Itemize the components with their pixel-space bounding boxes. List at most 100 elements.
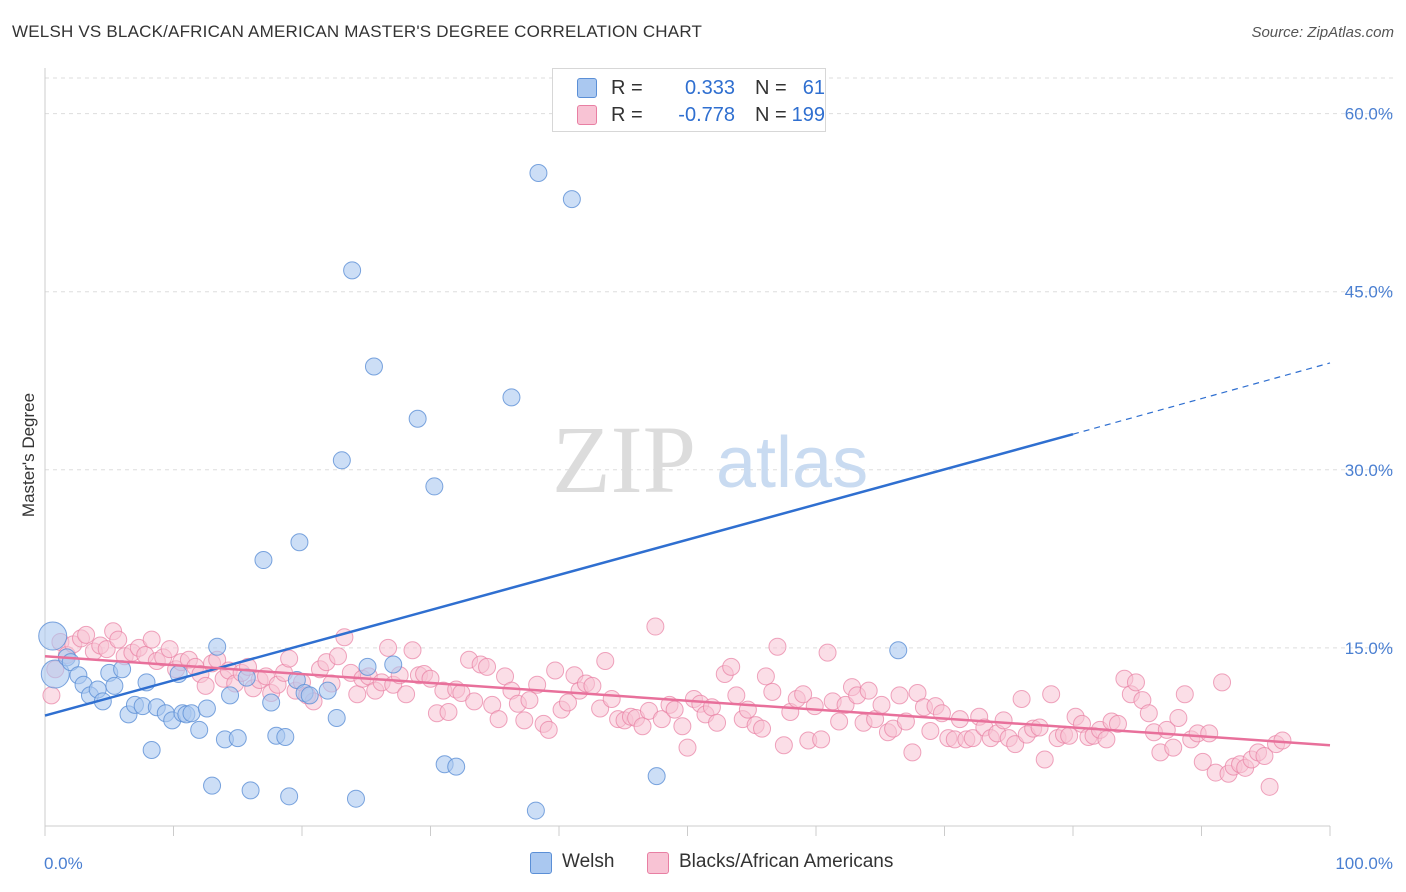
data-point-black [903,743,922,762]
data-point-black [652,710,671,729]
data-point-welsh [364,357,383,376]
chart-title: WELSH VS BLACK/AFRICAN AMERICAN MASTER'S… [12,22,703,41]
legend-swatch-black [577,105,597,125]
data-point-black [639,701,658,720]
data-point-welsh [529,163,548,182]
data-point-welsh [562,190,581,209]
data-point-black [379,638,398,657]
data-point-welsh [526,801,545,820]
data-point-welsh [346,789,365,808]
y-tick-label: 15.0% [1345,639,1393,658]
y-tick-label: 60.0% [1345,105,1393,124]
data-point-black [1260,777,1279,796]
data-point-black [142,630,161,649]
data-point-welsh [190,720,209,739]
data-point-black [1255,746,1274,765]
data-point-black [348,685,367,704]
data-point-black [42,686,61,705]
data-point-black [1200,724,1219,743]
data-point-black [489,710,508,729]
legend-n-label: N = [755,104,787,126]
data-point-black [1164,738,1183,757]
data-point-black [768,637,787,656]
data-point-black [1035,750,1054,769]
data-point-black [97,640,116,659]
data-point-black [673,717,692,736]
data-point-black [439,703,458,722]
trend-lines [44,362,1331,747]
legend-r-value: 0.333 [684,77,735,99]
data-point-black [872,695,891,714]
data-point-black [546,661,565,680]
data-point-black [763,682,782,701]
legend-n-value: 61 [802,77,825,99]
legend-n-value: 199 [791,104,825,126]
data-point-welsh [447,757,466,776]
data-point-welsh [384,655,403,674]
data-point-black [280,649,299,668]
data-point-black [196,676,215,695]
data-point-black [818,643,837,662]
data-point-welsh [332,451,351,470]
data-point-black [160,640,179,659]
data-point-black [1012,689,1031,708]
data-point-black [994,711,1013,730]
data-point-black [633,717,652,736]
data-point-welsh [40,659,70,689]
data-point-welsh [228,729,247,748]
data-point-welsh [262,693,281,712]
data-point-black [1042,685,1061,704]
data-point-black [774,736,793,755]
legend-r-label: R = [611,104,643,126]
data-point-black [646,617,665,636]
data-point-black [859,681,878,700]
data-point-black [1139,704,1158,723]
data-point-welsh [113,660,132,679]
watermark: ZIP atlas [552,406,868,513]
data-point-black [836,695,855,714]
data-point-welsh [276,727,295,746]
bottom-legend-label-welsh: Welsh [562,851,615,872]
x-tick-label-max: 100.0% [1335,854,1393,873]
data-point-black [830,712,849,731]
data-point-black [558,693,577,712]
data-point-black [328,647,347,666]
data-point-black [397,685,416,704]
data-point-black [1126,673,1145,692]
data-point-welsh [647,767,666,786]
data-point-black [753,719,772,738]
bottom-legend-swatch-welsh [530,852,552,874]
data-point-black [109,630,128,649]
data-point-black [1193,752,1212,771]
data-point-welsh [425,477,444,496]
watermark-atlas: atlas [716,423,868,503]
y-tick-label: 45.0% [1345,283,1393,302]
legend: R = 0.333 N = 61 R = -0.778 N = 199 [552,68,826,132]
data-point-welsh [343,261,362,280]
data-point-black [602,689,621,708]
data-point-black [1097,730,1116,749]
data-point-black [756,667,775,686]
data-point-black [591,699,610,718]
data-point-black [1108,714,1127,733]
data-point-welsh [241,781,260,800]
data-point-black [794,685,813,704]
data-point-black [722,657,741,676]
data-point-welsh [280,787,299,806]
legend-swatch-welsh [577,78,597,98]
data-point-welsh [221,686,240,705]
gridlines [45,77,1395,649]
data-point-welsh [327,708,346,727]
watermark-zip: ZIP [552,406,696,513]
data-point-black [583,676,602,695]
data-point-black [1175,685,1194,704]
data-point-black [890,686,909,705]
data-point-welsh [203,776,222,795]
legend-r-value: -0.778 [678,104,735,126]
data-point-black [520,691,539,710]
data-point-black [515,711,534,730]
data-point-welsh [182,704,201,723]
bottom-legend-label-black: Blacks/African Americans [679,851,894,872]
data-point-welsh [208,637,227,656]
